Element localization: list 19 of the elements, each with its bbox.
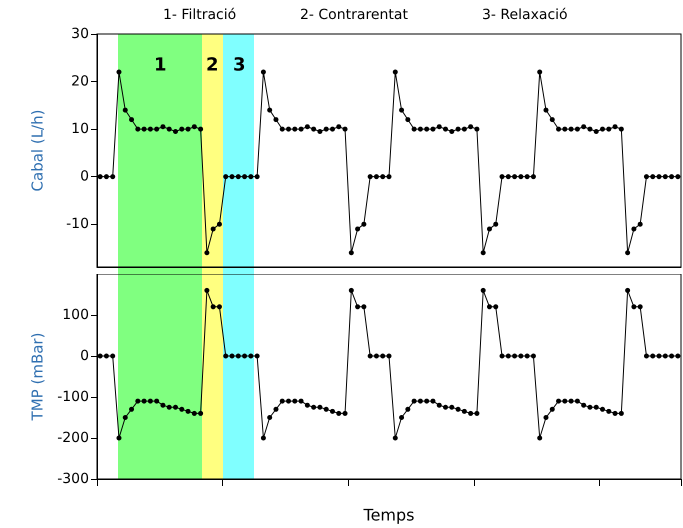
y-tick-label: 100	[62, 307, 89, 323]
text: 3- Relaxació	[482, 7, 568, 23]
y-tick-label: 20	[71, 74, 89, 90]
y-tick-label: -300	[57, 471, 89, 487]
y-axis-title: TMP (mBar)	[28, 332, 46, 422]
y-tick-label: 10	[71, 121, 89, 138]
x-axis-title: Temps	[362, 506, 414, 524]
text: 1- Filtració	[163, 7, 236, 23]
annotation: 3	[233, 54, 246, 76]
y-tick-label: 0	[80, 348, 89, 364]
annotation: 2	[206, 54, 219, 76]
y-tick-label: -200	[57, 430, 89, 446]
y-axis-title: Cabal (L/h)	[28, 110, 46, 192]
annotation: 1	[154, 54, 167, 76]
y-tick-label: 0	[80, 168, 89, 185]
y-tick-label: 30	[71, 26, 89, 42]
y-tick-label: -100	[57, 389, 89, 405]
y-tick-label: -10	[66, 216, 89, 232]
text: 2- Contrarentat	[300, 7, 408, 23]
